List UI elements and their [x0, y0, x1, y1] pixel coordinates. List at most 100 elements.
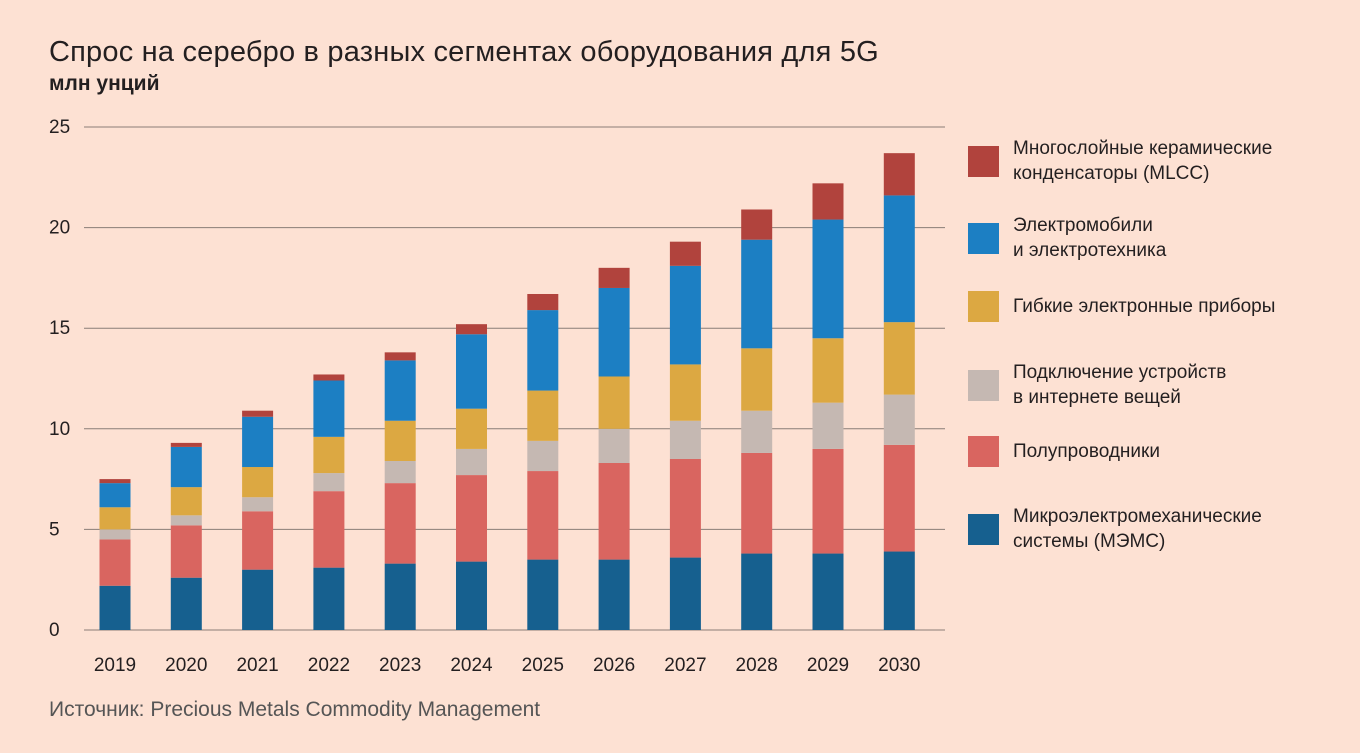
bar-segment [527, 310, 559, 391]
bar-segment [384, 460, 416, 484]
y-tick-label: 5 [49, 519, 60, 540]
x-tick-label: 2020 [165, 655, 207, 676]
chart-subtitle: млн унций [49, 72, 160, 95]
legend-swatch [968, 513, 999, 545]
bar-segment [242, 511, 274, 570]
legend-swatch [968, 436, 999, 467]
legend-item: Гибкие электронные приборы [968, 291, 1275, 322]
legend-item: Полупроводники [968, 436, 1160, 467]
x-tick-label: 2026 [593, 655, 635, 676]
bar-segment [598, 287, 630, 377]
x-tick-label: 2027 [664, 655, 706, 676]
bar-segment [170, 577, 202, 630]
bar-segment [812, 183, 844, 220]
legend-item: Подключение устройств в интернете вещей [968, 360, 1226, 410]
bar-segment [99, 539, 131, 586]
bar-segment [242, 497, 274, 512]
legend-swatch [968, 222, 999, 254]
bar-segment [313, 436, 345, 474]
bar-segment [598, 376, 630, 429]
bar-segment [99, 479, 131, 484]
x-tick-label: 2022 [308, 655, 350, 676]
bar-segment [883, 551, 915, 630]
legend-label: Гибкие электронные приборы [1013, 296, 1276, 317]
legend-label: Электромобили и электротехника [1013, 215, 1167, 261]
x-tick-label: 2021 [236, 655, 278, 676]
bar-segment [669, 364, 701, 421]
bar-segment [99, 529, 131, 540]
legend-label: Многослойные керамические конденсаторы (… [1013, 138, 1273, 184]
legend-label: Подключение устройств в интернете вещей [1013, 362, 1227, 408]
source-note: Источник: Precious Metals Commodity Mana… [49, 698, 541, 721]
bar-segment [242, 410, 274, 417]
bar-segment [527, 471, 559, 560]
bar-segment [527, 390, 559, 441]
bar-segment [242, 569, 274, 630]
bar-segment [313, 380, 345, 437]
bar-segment [812, 402, 844, 449]
y-tick-label: 15 [49, 318, 70, 339]
y-tick-label: 20 [49, 218, 70, 239]
bar-segment [812, 448, 844, 554]
bar-segment [741, 209, 773, 240]
bar-segment [669, 241, 701, 266]
bar-segment [598, 428, 630, 464]
x-tick-label: 2023 [379, 655, 421, 676]
bar-segment [456, 324, 487, 335]
bar-segment [170, 446, 202, 488]
bar-segment [741, 239, 773, 349]
legend-item: Микроэлектромеханические системы (МЭМС) [968, 504, 1262, 554]
bar-segment [883, 195, 915, 323]
bar-segment [669, 458, 701, 558]
bar-segment [527, 559, 559, 630]
bar-segment [456, 408, 487, 449]
bar-segment [883, 394, 915, 445]
bar-segment [598, 559, 630, 630]
legend-swatch [968, 145, 999, 177]
bar-segment [384, 420, 416, 461]
x-tick-label: 2030 [878, 655, 920, 676]
bar-segment [99, 507, 131, 530]
bar-segment [669, 420, 701, 459]
bar-segment [741, 348, 773, 411]
bar-segment [527, 293, 559, 311]
x-tick-label: 2019 [94, 655, 136, 676]
bar-segment [741, 452, 773, 554]
x-tick-label: 2028 [736, 655, 778, 676]
bar-segment [170, 525, 202, 578]
legend-swatch [968, 291, 999, 322]
bar-segment [456, 334, 487, 409]
bar-segment [669, 265, 701, 365]
bar-segment [384, 483, 416, 564]
legend-label: Полупроводники [1013, 441, 1160, 462]
y-tick-label: 25 [49, 117, 70, 138]
bar-segment [456, 475, 487, 562]
bar-segment [170, 487, 202, 516]
bar-segment [812, 553, 844, 630]
bar-segment [527, 440, 559, 472]
bar-segment [669, 557, 701, 630]
bar-segment [170, 442, 202, 447]
bar-segment [170, 515, 202, 526]
bar-segment [313, 473, 345, 492]
bar-segment [313, 567, 345, 630]
bar-segment [384, 352, 416, 361]
legend-label: Микроэлектромеханические системы (МЭМС) [1013, 506, 1262, 552]
bar-segment [883, 153, 915, 196]
bar-segment [242, 416, 274, 468]
bar-segment [812, 338, 844, 403]
bar-segment [812, 219, 844, 339]
bar-segment [384, 360, 416, 421]
bar-segment [313, 491, 345, 568]
x-tick-label: 2029 [807, 655, 849, 676]
legend-swatch [968, 369, 999, 401]
bar-segment [384, 563, 416, 630]
y-tick-label: 10 [49, 419, 70, 440]
bar-segment [741, 410, 773, 453]
bar-segment [883, 444, 915, 552]
bar-segment [99, 585, 131, 630]
bar-segment [456, 448, 487, 476]
legend-item: Электромобили и электротехника [968, 213, 1166, 263]
legend-item: Многослойные керамические конденсаторы (… [968, 136, 1272, 186]
chart-title: Спрос на серебро в разных сегментах обор… [49, 36, 879, 68]
